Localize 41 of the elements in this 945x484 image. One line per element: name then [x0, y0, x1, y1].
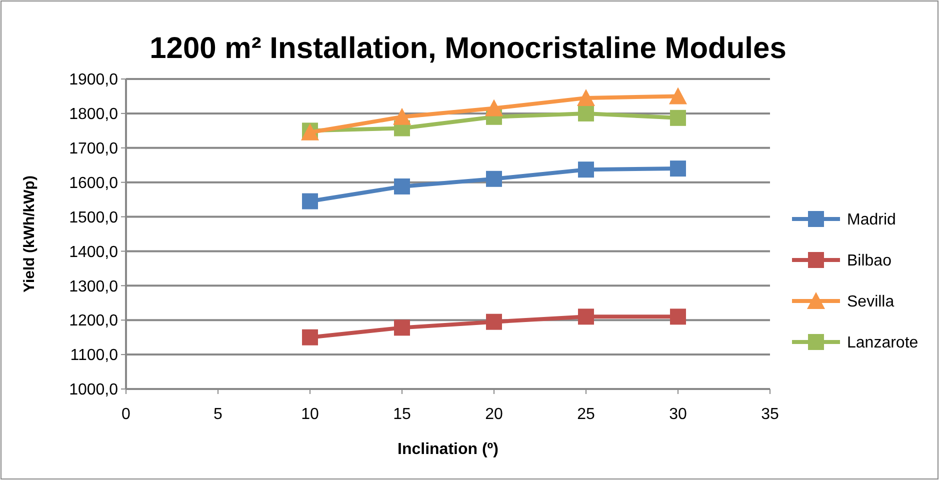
y-axis-title: Yield (kWh/kWp) — [21, 176, 38, 292]
y-tick-label: 1500,0 — [69, 209, 118, 226]
legend-label: Madrid — [847, 212, 896, 229]
chart-title: 1200 m² Installation, Monocristaline Modules — [150, 32, 786, 65]
point — [302, 329, 318, 346]
point — [394, 178, 410, 194]
point — [393, 108, 411, 125]
legend-label: Sevilla — [847, 294, 894, 311]
point — [578, 162, 594, 178]
legend-label: Bilbao — [847, 252, 892, 270]
point — [485, 99, 503, 116]
point — [670, 308, 686, 325]
x-tick-label: 15 — [393, 406, 411, 423]
y-tick-label: 1300,0 — [69, 278, 118, 296]
y-tick-label: 1900,0 — [69, 72, 118, 89]
point — [578, 308, 594, 325]
point — [394, 320, 410, 336]
x-tick-label: 5 — [214, 406, 223, 423]
y-tick-label: 1800,0 — [69, 106, 118, 124]
y-tick-label: 1400,0 — [69, 244, 118, 261]
point — [577, 88, 595, 106]
x-tick-label: 0 — [122, 406, 131, 423]
x-tick-label: 10 — [301, 406, 319, 423]
point — [670, 160, 686, 177]
y-tick-label: 1100,0 — [70, 347, 118, 364]
point — [670, 110, 686, 126]
x-tick-label: 25 — [577, 406, 595, 423]
y-tick-label: 1700,0 — [69, 140, 118, 158]
x-tick-label: 30 — [669, 406, 687, 423]
x-tick-label: 20 — [485, 406, 503, 423]
point — [669, 87, 687, 104]
point — [578, 105, 594, 122]
legend-label: Lanzarote — [847, 334, 918, 352]
point — [302, 193, 318, 210]
point — [486, 170, 502, 187]
x-axis-title: Inclination (º) — [398, 441, 498, 458]
y-tick-label: 1000,0 — [69, 382, 118, 399]
y-tick-label: 1200,0 — [69, 312, 118, 330]
point — [486, 314, 502, 330]
y-tick-label: 1600,0 — [69, 174, 118, 192]
x-tick-label: 35 — [761, 406, 779, 423]
